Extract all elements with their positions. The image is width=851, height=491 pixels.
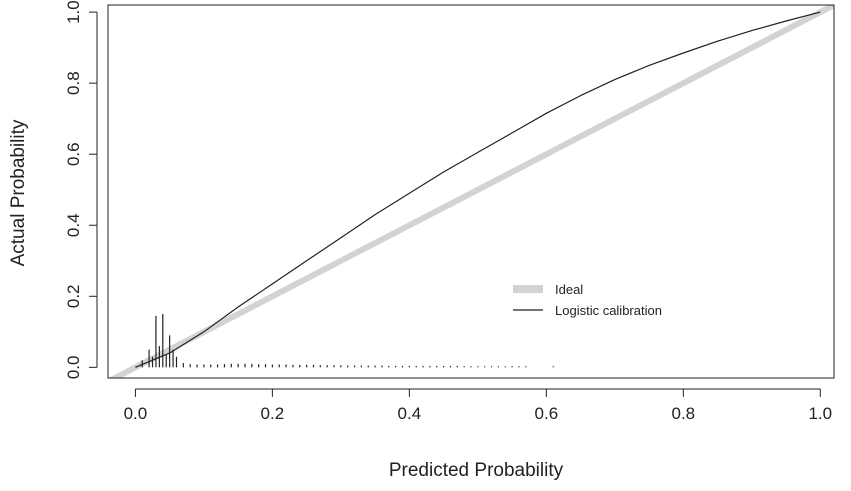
x-axis-label: Predicted Probability <box>389 460 564 481</box>
y-tick-label: 0.0 <box>64 356 83 380</box>
x-tick-label: 0.6 <box>535 404 559 423</box>
plot-inner <box>108 5 834 378</box>
plot-frame <box>107 4 835 379</box>
x-tick-label: 0.0 <box>124 404 148 423</box>
x-tick-label: 0.2 <box>261 404 285 423</box>
y-tick-label: 1.0 <box>64 0 83 24</box>
y-tick-label: 0.8 <box>64 71 83 95</box>
plot-area <box>108 5 834 378</box>
legend-ideal-label: Ideal <box>555 282 583 297</box>
y-axis-label: Actual Probability <box>8 119 29 266</box>
y-tick-label: 0.4 <box>64 213 83 237</box>
legend-logistic-label: Logistic calibration <box>555 303 662 318</box>
x-tick-label: 0.4 <box>398 404 422 423</box>
ideal-line <box>108 5 834 378</box>
legend: Ideal Logistic calibration <box>513 282 662 318</box>
x-tick-label: 0.8 <box>672 404 696 423</box>
x-tick-label: 1.0 <box>808 404 832 423</box>
y-axis: 0.0 0.2 0.4 0.6 0.8 1.0 <box>64 0 98 380</box>
x-axis: 0.0 0.2 0.4 0.6 0.8 1.0 <box>124 388 832 423</box>
y-tick-label: 0.6 <box>64 142 83 166</box>
logistic-calibration-line <box>135 11 821 368</box>
y-tick-label: 0.2 <box>64 284 83 308</box>
